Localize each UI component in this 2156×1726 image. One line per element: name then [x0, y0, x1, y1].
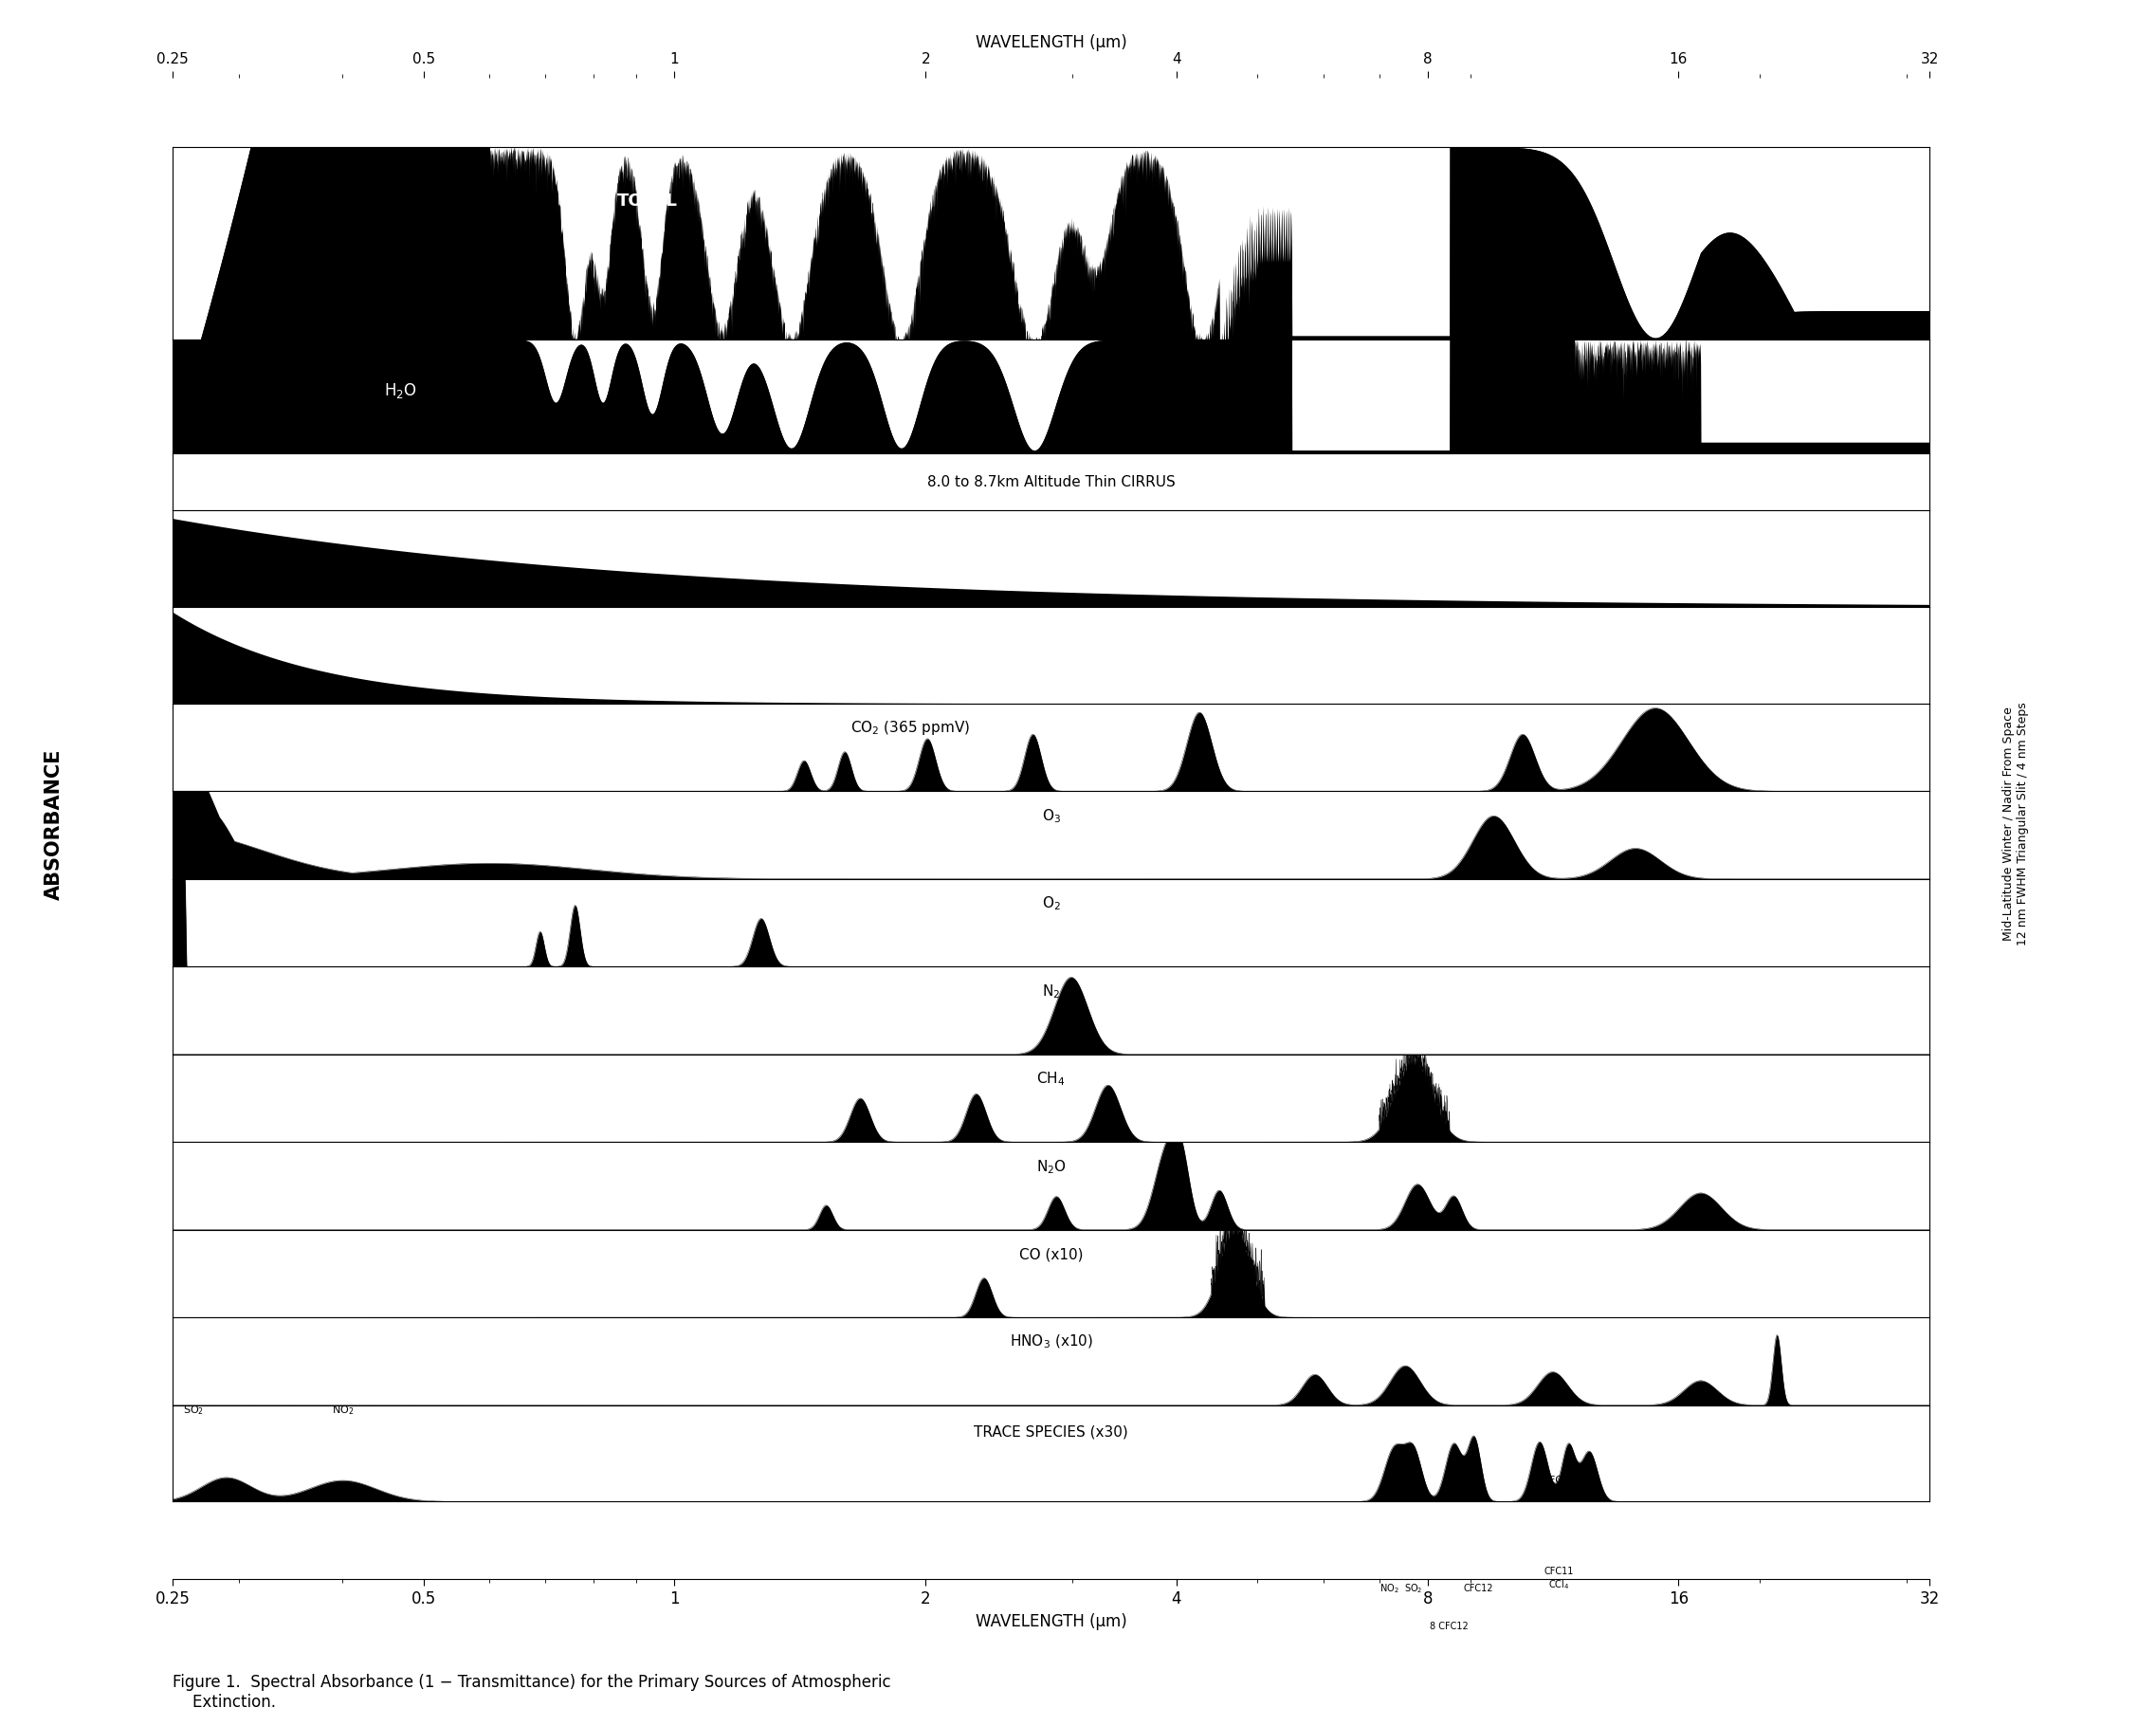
- Text: CFC11
CCl$_4$: CFC11 CCl$_4$: [1544, 1476, 1576, 1500]
- Text: CFC12: CFC12: [1453, 1491, 1485, 1500]
- Text: NO$_2$: NO$_2$: [1384, 1488, 1406, 1500]
- Text: 8 CFC12: 8 CFC12: [1429, 1622, 1468, 1631]
- Text: Figure 1.  Spectral Absorbance (1 − Transmittance) for the Primary Sources of At: Figure 1. Spectral Absorbance (1 − Trans…: [172, 1674, 890, 1710]
- Text: CH$_4$: CH$_4$: [1037, 1070, 1065, 1087]
- Text: CFC12: CFC12: [1464, 1584, 1494, 1593]
- Text: H$_2$O: H$_2$O: [384, 381, 418, 400]
- Text: TRACE SPECIES (x30): TRACE SPECIES (x30): [975, 1426, 1128, 1439]
- Text: CO (x10): CO (x10): [1020, 1248, 1082, 1262]
- Text: SO$_2$: SO$_2$: [1404, 1583, 1423, 1595]
- X-axis label: WAVELENGTH (μm): WAVELENGTH (μm): [975, 1612, 1128, 1629]
- Text: CFC11
CCl$_4$: CFC11 CCl$_4$: [1544, 1567, 1574, 1591]
- Text: SO$_2$: SO$_2$: [1404, 1488, 1423, 1500]
- Text: SO$_2$: SO$_2$: [183, 1403, 205, 1417]
- Text: NO$_2$: NO$_2$: [1380, 1583, 1399, 1595]
- Text: TOTAL: TOTAL: [617, 192, 677, 209]
- Text: Rural AEROSOL (23km Surface Visibility): Rural AEROSOL (23km Surface Visibility): [903, 542, 1199, 556]
- Text: MOLECULAR SCATTERING: MOLECULAR SCATTERING: [938, 637, 1164, 654]
- Text: HNO$_3$ (x10): HNO$_3$ (x10): [1009, 1332, 1093, 1351]
- Text: 8.0 to 8.7km Altitude Thin CIRRUS: 8.0 to 8.7km Altitude Thin CIRRUS: [927, 475, 1175, 488]
- Text: O$_2$: O$_2$: [1041, 894, 1061, 913]
- Text: O$_3$: O$_3$: [1041, 808, 1061, 825]
- Text: Mid-Latitude Winter / Nadir From Space
12 nm FWHM Triangular Slit / 4 nm Steps: Mid-Latitude Winter / Nadir From Space 1…: [2003, 702, 2029, 946]
- Text: CO$_2$ (365 ppmV): CO$_2$ (365 ppmV): [852, 720, 970, 737]
- Text: ABSORBANCE: ABSORBANCE: [45, 749, 63, 899]
- Text: N$_2$O: N$_2$O: [1035, 1158, 1067, 1175]
- Text: N$_2$: N$_2$: [1041, 982, 1061, 999]
- X-axis label: WAVELENGTH (μm): WAVELENGTH (μm): [975, 35, 1128, 50]
- Text: NO$_2$: NO$_2$: [332, 1403, 354, 1417]
